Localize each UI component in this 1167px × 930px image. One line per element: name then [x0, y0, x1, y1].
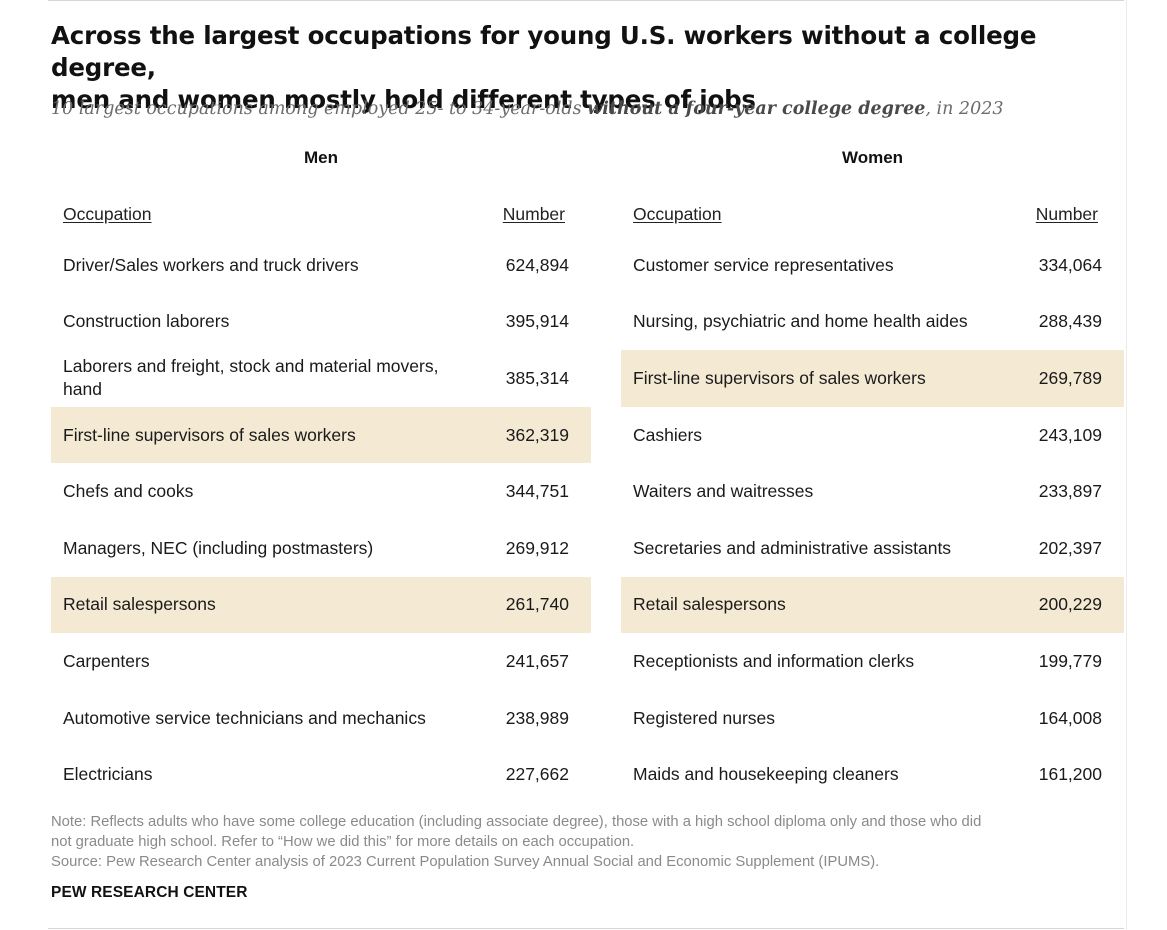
men-occupation-header: Occupation — [63, 204, 152, 224]
number-cell: 395,914 — [505, 311, 569, 332]
occupation-cell: Electricians — [63, 764, 153, 785]
occupation-cell: Chefs and cooks — [63, 481, 194, 502]
occupation-cell: Carpenters — [63, 650, 150, 671]
women-occupation-header: Occupation — [633, 204, 722, 224]
table-row: Driver/Sales workers and truck drivers 62… — [51, 237, 591, 294]
bottom-divider — [48, 928, 1124, 929]
table-row: Registered nurses 164,008 — [621, 690, 1124, 747]
table-row: Laborers and freight, stock and material… — [51, 350, 591, 407]
occupation-cell: Construction laborers — [63, 311, 230, 332]
women-number-header: Number — [1035, 204, 1098, 224]
occupation-cell: Retail salespersons — [633, 594, 786, 615]
note-line-1: Note: Reflects adults who have some coll… — [51, 814, 982, 830]
occupation-cell: Laborers and freight, stock and material… — [63, 356, 439, 400]
subtitle-bold: without a four-year college degree — [587, 99, 926, 119]
occupation-cell: First-line supervisors of sales workers — [63, 424, 356, 445]
table-row: Carpenters 241,657 — [51, 633, 591, 690]
number-cell: 334,064 — [1038, 254, 1102, 275]
number-cell: 200,229 — [1038, 594, 1102, 615]
number-cell: 161,200 — [1038, 764, 1102, 785]
number-cell: 233,897 — [1038, 481, 1102, 502]
women-header-row: Occupation Number — [621, 204, 1124, 228]
top-divider — [48, 0, 1124, 1]
number-cell: 362,319 — [505, 424, 569, 445]
table-row: Electricians 227,662 — [51, 746, 591, 803]
table-row: Construction laborers 395,914 — [51, 294, 591, 351]
title-line-1: Across the largest occupations for young… — [51, 21, 1037, 82]
women-panel-title: Women — [841, 148, 904, 167]
occupation-cell: Cashiers — [633, 424, 703, 445]
chart-subtitle: 10 largest occupations among employed 25… — [51, 97, 1111, 121]
number-cell: 227,662 — [505, 764, 569, 785]
subtitle-post: , in 2023 — [925, 99, 1004, 119]
right-edge — [1126, 0, 1127, 930]
notes: Note: Reflects adults who have some coll… — [51, 812, 1126, 872]
men-header-row: Occupation Number — [51, 204, 591, 228]
table-row: First-line supervisors of sales workers 2… — [621, 350, 1124, 407]
number-cell: 241,657 — [505, 650, 569, 671]
number-cell: 344,751 — [505, 481, 569, 502]
occupation-cell: First-line supervisors of sales workers — [633, 367, 926, 388]
men-number-header: Number — [502, 204, 565, 224]
occupation-cell: Automotive service technicians and mecha… — [63, 707, 426, 728]
table-row: Chefs and cooks 344,751 — [51, 463, 591, 520]
table-row: Customer service representatives 334,064 — [621, 237, 1124, 294]
title-line-2: men and women mostly hold different type… — [51, 85, 756, 114]
table-row: Receptionists and information clerks 199,… — [621, 633, 1124, 690]
number-cell: 288,439 — [1038, 311, 1102, 332]
occupation-cell: Managers, NEC (including postmasters) — [63, 537, 374, 558]
occupation-cell: Secretaries and administrative assistant… — [633, 537, 952, 558]
number-cell: 624,894 — [505, 254, 569, 275]
men-panel-title: Men — [304, 148, 338, 167]
table-row: Cashiers 243,109 — [621, 407, 1124, 464]
occupation-cell: Retail salespersons — [63, 594, 216, 615]
table-row: Secretaries and administrative assistant… — [621, 520, 1124, 577]
table-row: Retail salespersons 200,229 — [621, 576, 1124, 634]
number-cell: 261,740 — [505, 594, 569, 615]
source-line: Source: Pew Research Center analysis of … — [51, 854, 880, 870]
table-row: Maids and housekeeping cleaners 161,200 — [621, 746, 1124, 803]
occupation-cell: Waiters and waitresses — [633, 481, 814, 502]
occupation-cell: Maids and housekeeping cleaners — [633, 764, 899, 785]
table-row: First-line supervisors of sales workers 3… — [51, 406, 591, 464]
table-row: Waiters and waitresses 233,897 — [621, 463, 1124, 520]
pew-logo: PEW RESEARCH CENTER — [51, 884, 248, 901]
number-cell: 243,109 — [1038, 424, 1102, 445]
subtitle-pre: 10 largest occupations among employed 25… — [51, 99, 588, 119]
number-cell: 164,008 — [1038, 707, 1102, 728]
number-cell: 202,397 — [1038, 537, 1102, 558]
occupation-cell: Customer service representatives — [633, 254, 894, 275]
occupation-cell: Receptionists and information clerks — [633, 650, 915, 671]
table-row: Managers, NEC (including postmasters) 269… — [51, 520, 591, 577]
women-panel: Women Occupation Number Customer service… — [621, 140, 1124, 800]
occupation-cell: Registered nurses — [633, 707, 776, 728]
number-cell: 238,989 — [505, 707, 569, 728]
table-row: Automotive service technicians and mecha… — [51, 690, 591, 747]
number-cell: 269,789 — [1038, 367, 1102, 388]
note-line-2: not graduate high school. Refer to “How … — [51, 834, 635, 850]
occupation-cell: Nursing, psychiatric and home health aid… — [633, 311, 968, 332]
number-cell: 269,912 — [505, 537, 569, 558]
number-cell: 385,314 — [505, 367, 569, 388]
table-row: Nursing, psychiatric and home health aid… — [621, 294, 1124, 351]
chart-title: Across the largest occupations for young… — [51, 20, 1111, 116]
occupation-cell: Driver/Sales workers and truck drivers — [63, 254, 359, 275]
men-panel: Men Occupation Number Driver/Sales worke… — [51, 140, 591, 800]
table-row: Retail salespersons 261,740 — [51, 576, 591, 634]
number-cell: 199,779 — [1038, 650, 1102, 671]
